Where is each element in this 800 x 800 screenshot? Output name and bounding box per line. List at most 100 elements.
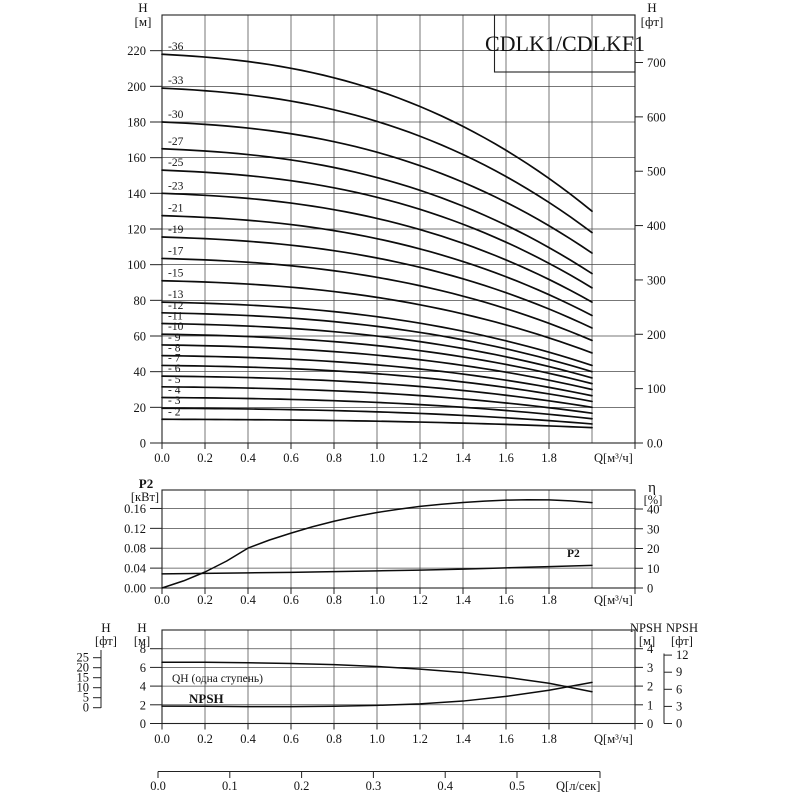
h-ft-tick-label: 10 xyxy=(77,681,90,695)
curve-label: -23 xyxy=(168,180,184,192)
npsh-m-tick-label: 0 xyxy=(647,717,653,731)
curve-label: - 2 xyxy=(168,406,181,418)
pump-curve--9 xyxy=(161,344,593,391)
npsh-m-tick-label: 2 xyxy=(647,680,653,694)
lps-tick-label: 0.4 xyxy=(437,779,453,793)
curve-label: -30 xyxy=(168,109,184,121)
x-tick-label: 1.6 xyxy=(498,593,514,607)
x-axis-unit-label: Q[м³/ч] xyxy=(594,593,633,607)
lps-tick-label: 0.0 xyxy=(150,779,166,793)
p2-axis-unit: [кВт] xyxy=(131,490,159,504)
head-chart: 0 20 40 60 80 100 120 140 160 180 200 220 0.0 100 200 3… xyxy=(127,0,666,465)
x-tick-label: 0.0 xyxy=(154,593,170,607)
curve-label: -36 xyxy=(168,41,184,53)
pump-curve--25 xyxy=(161,169,593,289)
curve-label: - 3 xyxy=(168,395,181,407)
x-tick-label: 0.2 xyxy=(197,451,213,465)
npsh-ft-tick-label: 6 xyxy=(676,682,682,696)
eta-tick-label: 20 xyxy=(647,542,660,556)
plot-border xyxy=(161,629,636,725)
qh-curve-label: QH (одна ступень) xyxy=(172,673,263,685)
h-ft-tick-label: 400 xyxy=(647,219,666,233)
h-ft-tick-label: 100 xyxy=(647,382,666,396)
lps-axis-unit-label: Q[л/сек] xyxy=(556,779,600,793)
h-ft-tick-label: 15 xyxy=(77,671,90,685)
curve-label: -17 xyxy=(168,245,184,257)
h-m-tick-label: 180 xyxy=(127,116,146,130)
h-m-tick-label: 140 xyxy=(127,187,146,201)
h-m-tick-label: 2 xyxy=(140,698,146,712)
lps-tick-label: 0.3 xyxy=(366,779,382,793)
x-tick-label: 1.8 xyxy=(541,451,557,465)
curve-label: -13 xyxy=(168,289,184,301)
h-m-axis-title: H xyxy=(137,620,146,635)
pump-curve--6 xyxy=(161,375,593,409)
x-axis-unit-label: Q[м³/ч] xyxy=(594,451,633,465)
x-tick-label: 0.8 xyxy=(326,732,342,746)
x-tick-label: 1.0 xyxy=(369,732,385,746)
curve-label: -25 xyxy=(168,157,184,169)
x-tick-label: 0.4 xyxy=(240,593,256,607)
h-ft-axis-unit: [фт] xyxy=(641,14,664,29)
pump-curve--11 xyxy=(161,322,593,379)
curve-label: - 8 xyxy=(168,343,181,355)
x-tick-label: 1.0 xyxy=(369,593,385,607)
h-m-tick-label: 0 xyxy=(140,437,146,451)
npsh-ft-tick-label: 0 xyxy=(676,717,682,731)
h-m-tick-label: 80 xyxy=(134,294,147,308)
pump-curve--3 xyxy=(161,407,593,425)
h-m-tick-label: 0 xyxy=(140,717,146,731)
x-tick-label: 0.4 xyxy=(240,732,256,746)
lps-tick-label: 0.5 xyxy=(509,779,525,793)
npsh-m-tick-label: 4 xyxy=(647,642,654,656)
h-ft-axis-title: H xyxy=(101,620,110,635)
h-ft-tick-label: 600 xyxy=(647,110,666,124)
x-axis-unit-label: Q[м³/ч] xyxy=(594,732,633,746)
eta-tick-label: 0 xyxy=(647,582,653,596)
h-m-tick-label: 60 xyxy=(134,330,147,344)
curve-label: -33 xyxy=(168,75,184,87)
pump-curve--21 xyxy=(161,214,593,317)
pump-curve--10 xyxy=(161,333,593,385)
pump-curve--12 xyxy=(161,311,593,373)
npsh-ft-axis-title: NPSH xyxy=(666,621,698,635)
x-tick-label: 0.8 xyxy=(326,451,342,465)
x-tick-label: 1.6 xyxy=(498,451,514,465)
x-tick-label: 0.2 xyxy=(197,732,213,746)
h-m-tick-label: 100 xyxy=(127,258,146,272)
curve-label: -21 xyxy=(168,203,184,215)
title-box xyxy=(493,14,636,73)
h-ft-tick-label: 20 xyxy=(77,661,90,675)
npsh-ft-tick-label: 12 xyxy=(676,648,689,662)
h-ft-tick-label: 0 xyxy=(83,701,89,715)
h-m-tick-label: 200 xyxy=(127,80,146,94)
chart-title: CDLK1/CDLKF1 xyxy=(485,31,645,56)
curve-label: - 7 xyxy=(168,352,181,364)
h-m-tick-label: 20 xyxy=(134,401,147,415)
pump-curve--23 xyxy=(161,192,593,303)
x-tick-label: 0.0 xyxy=(154,732,170,746)
h-m-axis-unit: [м] xyxy=(135,14,152,29)
x-tick-label: 0.6 xyxy=(283,732,299,746)
h-ft-tick-label: 25 xyxy=(77,651,90,665)
curve-label: -10 xyxy=(168,321,184,333)
eta-tick-label: 10 xyxy=(647,562,660,576)
power-chart: 0.00 0.04 0.08 0.12 0.16 0 10 20 30 40 0.0 0.2 0.4 0.… xyxy=(124,476,662,607)
plot-border xyxy=(161,489,636,589)
npsh-ft-tick-label: 3 xyxy=(676,699,682,713)
npsh-m-axis-title: NPSH xyxy=(630,621,662,635)
h-ft-tick-label: 300 xyxy=(647,273,666,287)
h-m-tick-label: 6 xyxy=(140,661,146,675)
pump-curve--33 xyxy=(161,87,593,234)
x-tick-label: 0.8 xyxy=(326,593,342,607)
pump-curve--19 xyxy=(161,236,593,329)
pump-curve--13 xyxy=(161,301,593,367)
curve-label: -12 xyxy=(168,300,184,312)
p2-tick-label: 0.12 xyxy=(124,522,146,536)
efficiency-curve xyxy=(161,498,593,589)
lps-tick-label: 0.2 xyxy=(294,779,310,793)
npsh-ft-tick-label: 9 xyxy=(676,665,682,679)
h-m-tick-label: 160 xyxy=(127,151,146,165)
p2-axis-title: P2 xyxy=(139,476,153,491)
